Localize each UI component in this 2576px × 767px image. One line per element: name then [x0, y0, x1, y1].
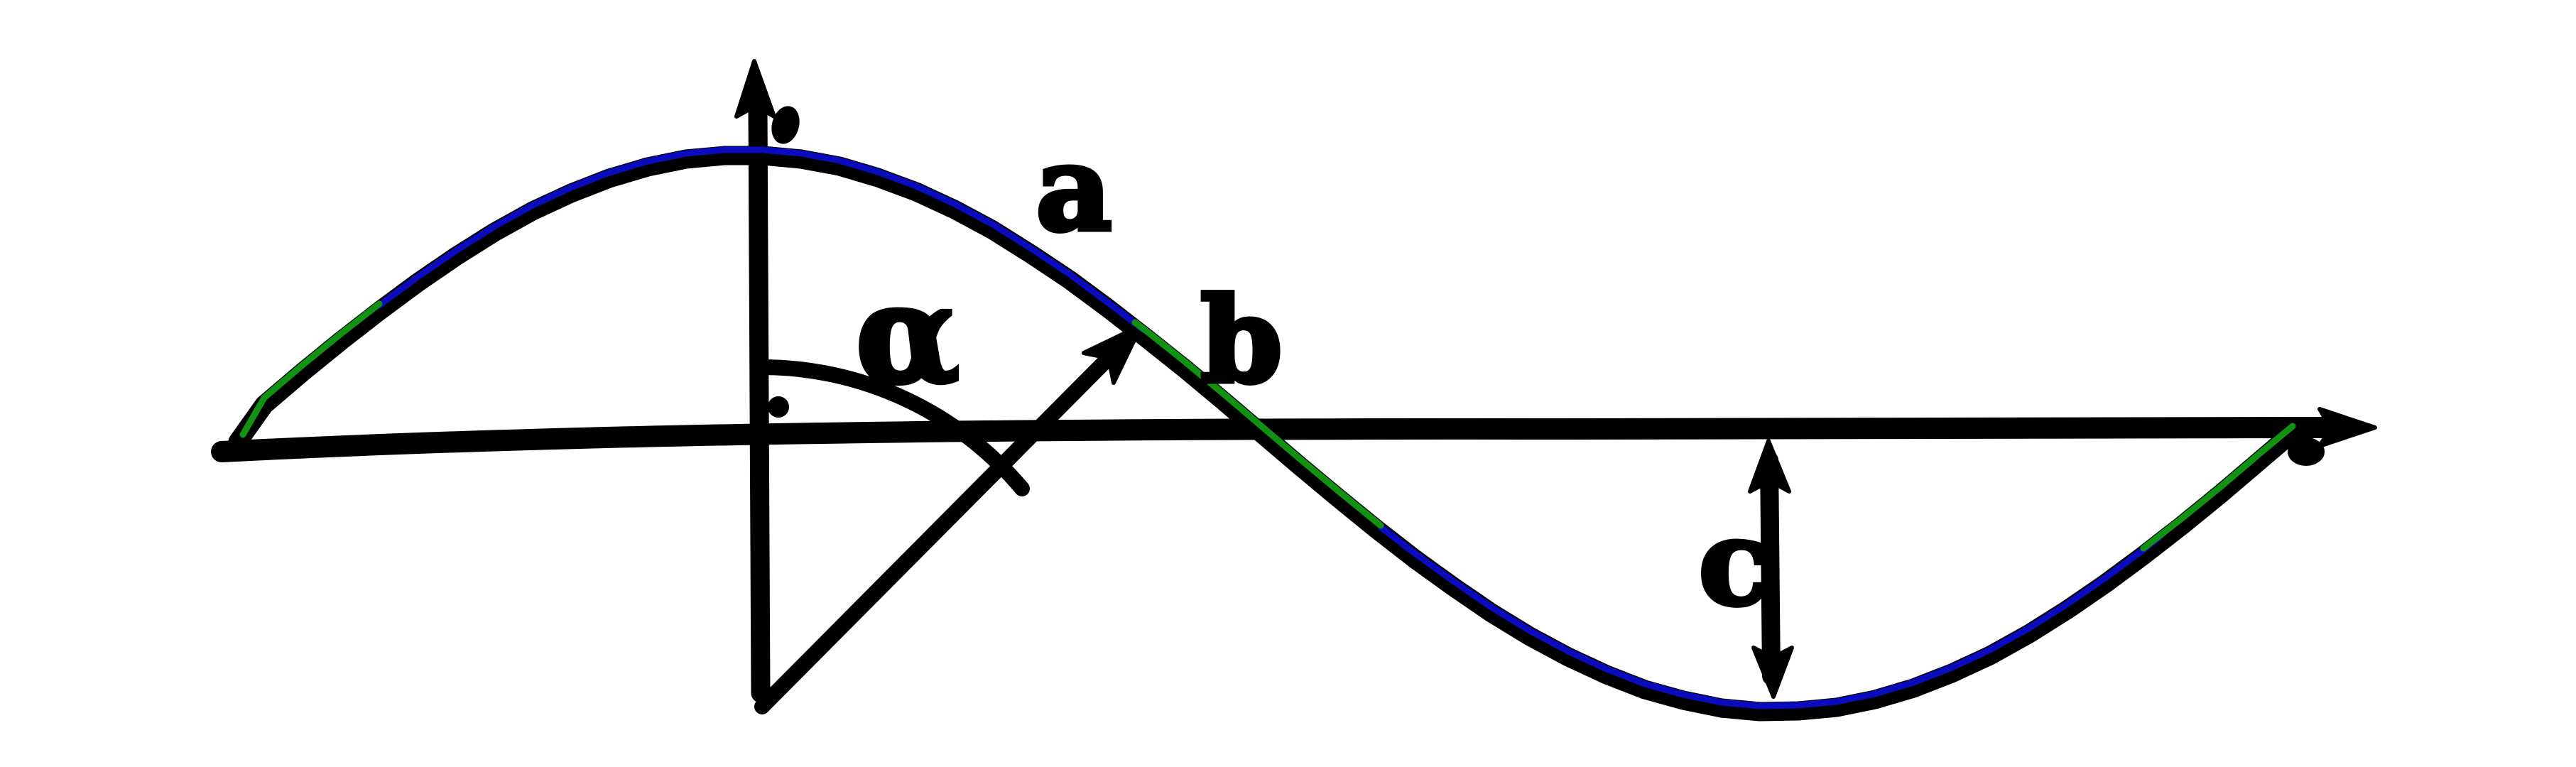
amplitude-arrowhead-up-icon [1748, 439, 1791, 494]
label-b: b [1200, 271, 1282, 409]
ink-blob-x-arrow [2288, 437, 2325, 466]
sine-accent-blue-trough [1377, 523, 2164, 709]
sine-accent-green-end [2140, 423, 2296, 552]
rotating-vector [754, 350, 1116, 714]
sine-accent-green-descent [1131, 319, 1384, 529]
angle-arc [754, 359, 1030, 496]
amplitude-arrow-shaft [1760, 451, 1781, 685]
x-axis-arrowhead-icon [2317, 407, 2377, 448]
amplitude-arrowhead-down-icon [1751, 646, 1794, 699]
y-axis [748, 98, 771, 703]
rotating-vector-arrowhead-icon [1082, 323, 1143, 385]
x-axis [211, 417, 2332, 462]
label-c: c [1699, 494, 1770, 631]
origin-dot [768, 396, 789, 418]
sine-accent-green-start [239, 300, 383, 438]
sine-curve [228, 146, 2307, 722]
label-alpha: α [856, 255, 960, 413]
y-axis-arrowhead-icon [734, 59, 776, 119]
sine-accent-blue-peak [376, 146, 1147, 333]
ink-blob-y-arrow [771, 106, 800, 144]
label-a: a [1036, 119, 1112, 257]
